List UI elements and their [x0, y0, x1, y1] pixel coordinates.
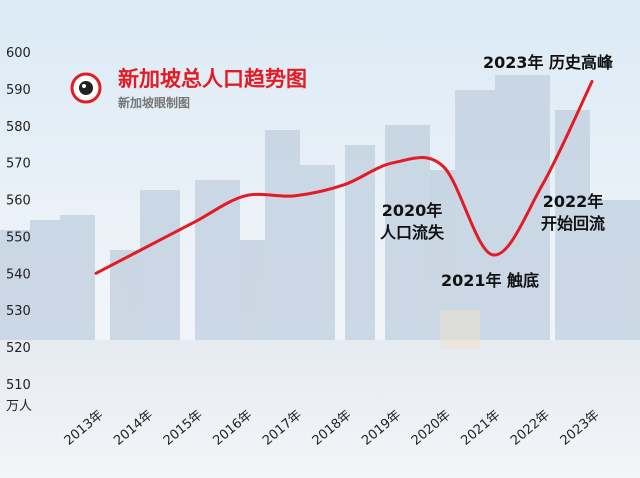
annotation-label: 2023年 历史高峰: [483, 53, 614, 72]
y-tick-label: 520: [6, 341, 31, 356]
x-tick-label: 2021年: [458, 408, 503, 449]
y-axis: 510 520 530 540 550 560 570 580 590 600: [6, 46, 31, 393]
annotation-label: 开始回流: [541, 214, 605, 233]
x-tick-label: 2018年: [310, 408, 355, 449]
chart-subtitle: 新加坡眼制图: [118, 95, 190, 110]
y-tick-label: 570: [6, 157, 31, 172]
y-tick-label: 540: [6, 267, 31, 282]
x-tick-label: 2019年: [359, 408, 404, 449]
x-tick-label: 2017年: [260, 408, 305, 449]
chart-title: 新加坡总人口趋势图: [118, 67, 307, 91]
y-tick-label: 580: [6, 120, 31, 135]
x-tick-label: 2015年: [161, 408, 206, 449]
y-tick-label: 600: [6, 46, 31, 61]
x-tick-label: 2013年: [62, 408, 107, 449]
series-group: [94, 80, 594, 275]
y-tick-label: 560: [6, 194, 31, 209]
annotation-label: 2021年 触底: [441, 271, 539, 290]
x-tick-label: 2016年: [210, 408, 255, 449]
brand-logo: [70, 72, 102, 104]
y-tick-label: 510: [6, 378, 31, 393]
y-tick-label: 590: [6, 83, 31, 98]
y-axis-unit: 万人: [6, 399, 32, 414]
population-series-line: [94, 80, 594, 275]
x-tick-label: 2022年: [508, 408, 553, 449]
x-tick-label: 2020年: [409, 408, 454, 449]
annotation-label: 2022年: [543, 192, 604, 211]
x-axis: 2013年 2014年 2015年 2016年 2017年 2018年 2019年 2020年…: [62, 408, 603, 449]
x-tick-label: 2014年: [111, 408, 156, 449]
y-tick-label: 530: [6, 304, 31, 319]
x-tick-label: 2023年: [558, 408, 603, 449]
eye-icon: [79, 81, 93, 95]
annotation-label: 2020年: [382, 201, 443, 220]
annotation-label: 人口流失: [380, 223, 445, 242]
y-tick-label: 550: [6, 230, 31, 245]
